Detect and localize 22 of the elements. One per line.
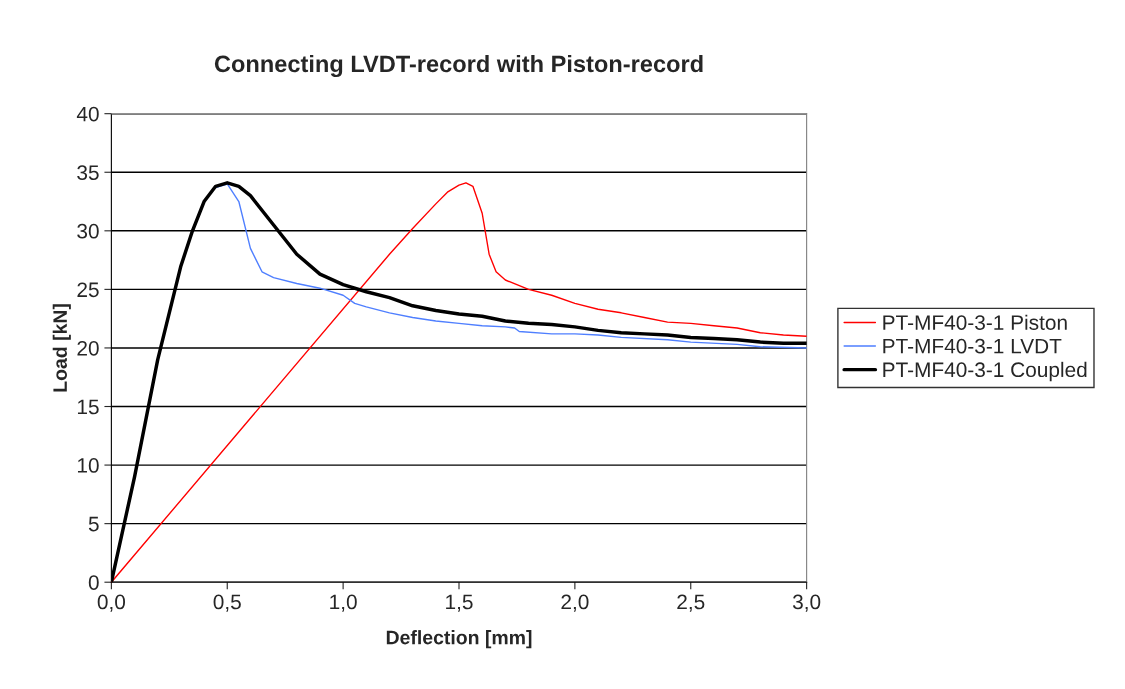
y-tick-label: 15 (77, 399, 99, 415)
y-tick-label: 20 (77, 340, 99, 356)
legend-label: PT-MF40-3-1 Coupled (883, 361, 1087, 382)
y-tick-label: 5 (88, 516, 99, 532)
y-tick-label: 0 (88, 575, 99, 590)
legend-label: PT-MF40-3-1 Piston (883, 314, 1067, 330)
y-tick-label: 25 (77, 282, 99, 298)
y-tick-label: 40 (76, 106, 99, 122)
y-tick-label: 35 (77, 165, 99, 180)
x-tick-label: 3,0 (792, 594, 821, 612)
x-tick-label: 2,0 (561, 594, 589, 612)
x-axis-title: Deflection [mm] (386, 630, 532, 649)
y-axis-title: Load [kN] (52, 304, 71, 392)
x-tick-label: 1,5 (446, 594, 473, 612)
x-tick-label: 2,5 (677, 594, 705, 612)
legend-label: PT-MF40-3-1 LVDT (883, 338, 1062, 354)
y-tick-label: 30 (77, 223, 99, 239)
y-tick-label: 10 (77, 458, 99, 473)
x-tick-label: 0,5 (213, 594, 241, 612)
x-tick-label: 0,0 (97, 594, 126, 612)
x-tick-label: 1,0 (330, 594, 357, 612)
chart-title: Connecting LVDT-record with Piston-record (214, 54, 703, 78)
